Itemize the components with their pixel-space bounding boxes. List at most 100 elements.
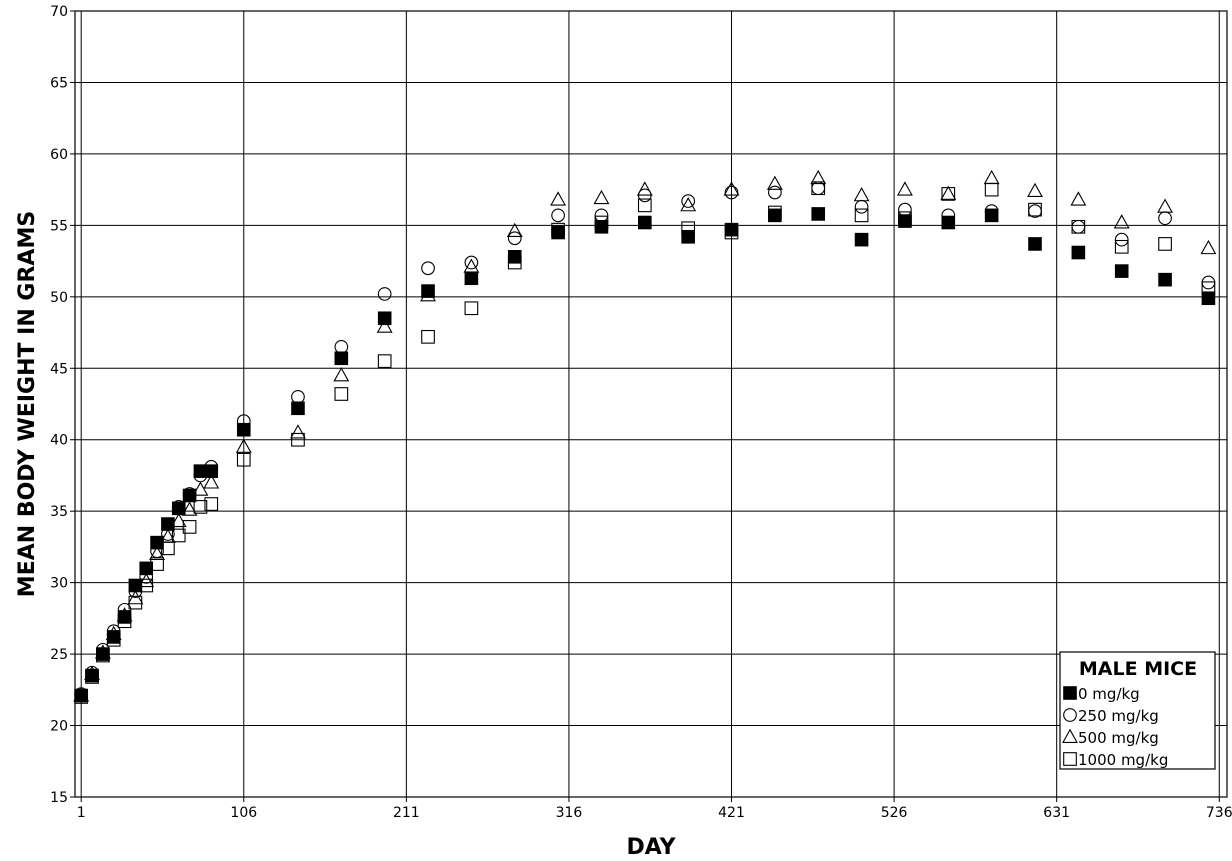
data-point [550,191,567,206]
data-point [636,181,653,196]
y-tick-label: 65 [50,75,68,91]
y-tick-label: 15 [50,790,68,806]
data-point [811,207,826,221]
x-axis-title: DAY [626,835,676,860]
data-point [127,590,144,605]
data-point [637,198,652,213]
data-point [984,208,999,223]
data-point [1158,272,1172,287]
data-point [766,175,783,190]
legend-marker [1063,686,1077,700]
data-point [681,229,695,244]
data-point [1028,237,1042,251]
data-point [854,199,869,214]
legend-label: 1000 mg/kg [1078,751,1168,769]
data-point [1200,239,1217,255]
data-point [507,250,522,264]
data-point [1071,219,1086,234]
x-tick-label: 631 [1043,805,1070,821]
data-point [1114,239,1129,254]
legend-label: 0 mg/kg [1078,685,1140,703]
data-point [984,182,999,197]
data-point [1070,191,1087,206]
data-point [203,474,220,489]
data-point [333,367,350,382]
data-point [377,287,392,301]
data-point [897,181,913,196]
data-point [291,432,305,447]
data-point [1114,264,1129,278]
data-point [593,189,610,205]
data-point [290,424,306,439]
data-point [106,630,121,644]
data-point [853,187,870,202]
data-point [128,578,143,593]
data-point [139,561,154,576]
data-point [334,387,349,401]
legend-items: 0 mg/kg 250 mg/kg 500 mg/kg 1000 mg/kg [1062,685,1168,769]
data-point [204,464,219,478]
data-point [171,528,186,543]
data-point [149,545,165,561]
data-point [940,185,957,200]
y-tick-label: 20 [50,719,68,735]
data-point [1158,237,1172,251]
y-tick-label: 50 [50,290,68,306]
data-point [941,215,956,230]
data-point [1157,198,1173,213]
legend-label: 250 mg/kg [1078,707,1159,725]
data-point [768,185,782,200]
data-point [594,208,609,223]
x-tick-label: 211 [393,805,420,821]
data-point [637,188,652,203]
data-point [681,194,696,208]
y-tick-label: 45 [50,361,68,377]
data-point [898,214,912,228]
x-tick-label: 421 [718,805,745,821]
data-point [291,390,305,404]
data-point [235,438,252,453]
data-point [181,501,198,516]
data-point [551,208,565,223]
x-tick-label: 106 [230,805,257,821]
legend-title: MALE MICE [1079,658,1197,680]
data-point [74,688,88,703]
data-point [1114,232,1129,247]
data-point [1201,275,1216,290]
x-tick-label: 1 [77,805,86,821]
y-tick-label: 40 [50,433,68,449]
data-point [680,197,697,212]
series-2 [74,181,1216,701]
y-tick-label: 25 [50,647,68,663]
legend-marker [1063,752,1077,766]
y-axis-title: MEAN BODY WEIGHT IN GRAMS [15,211,40,597]
data-point [334,339,349,354]
x-tick-label: 316 [556,805,583,821]
data-point [983,169,1000,185]
data-point [594,219,609,234]
data-point [1028,204,1042,218]
data-point [377,354,392,368]
legend: MALE MICE 0 mg/kg 250 mg/kg 500 mg/kg 1000 … [1059,651,1216,770]
legend-marker [1062,728,1078,743]
data-point [236,452,251,467]
data-point [291,401,305,416]
grid [75,10,1227,798]
data-point [138,572,155,588]
data-point [421,261,435,276]
x-tick-label: 736 [1206,805,1232,821]
data-point [377,311,392,326]
data-point [724,185,739,200]
data-point [1201,291,1216,306]
data-point [506,222,523,238]
data-point [464,255,479,270]
data-point [724,222,739,237]
data-point [421,329,435,344]
data-point [150,535,164,550]
data-point [334,351,349,366]
y-axis: 15 20 25 30 35 40 45 50 55 60 65 70 [50,4,75,806]
data-point [811,181,826,196]
data-point [1027,182,1043,198]
data-point [376,318,393,333]
legend-label: 500 mg/kg [1078,729,1159,747]
